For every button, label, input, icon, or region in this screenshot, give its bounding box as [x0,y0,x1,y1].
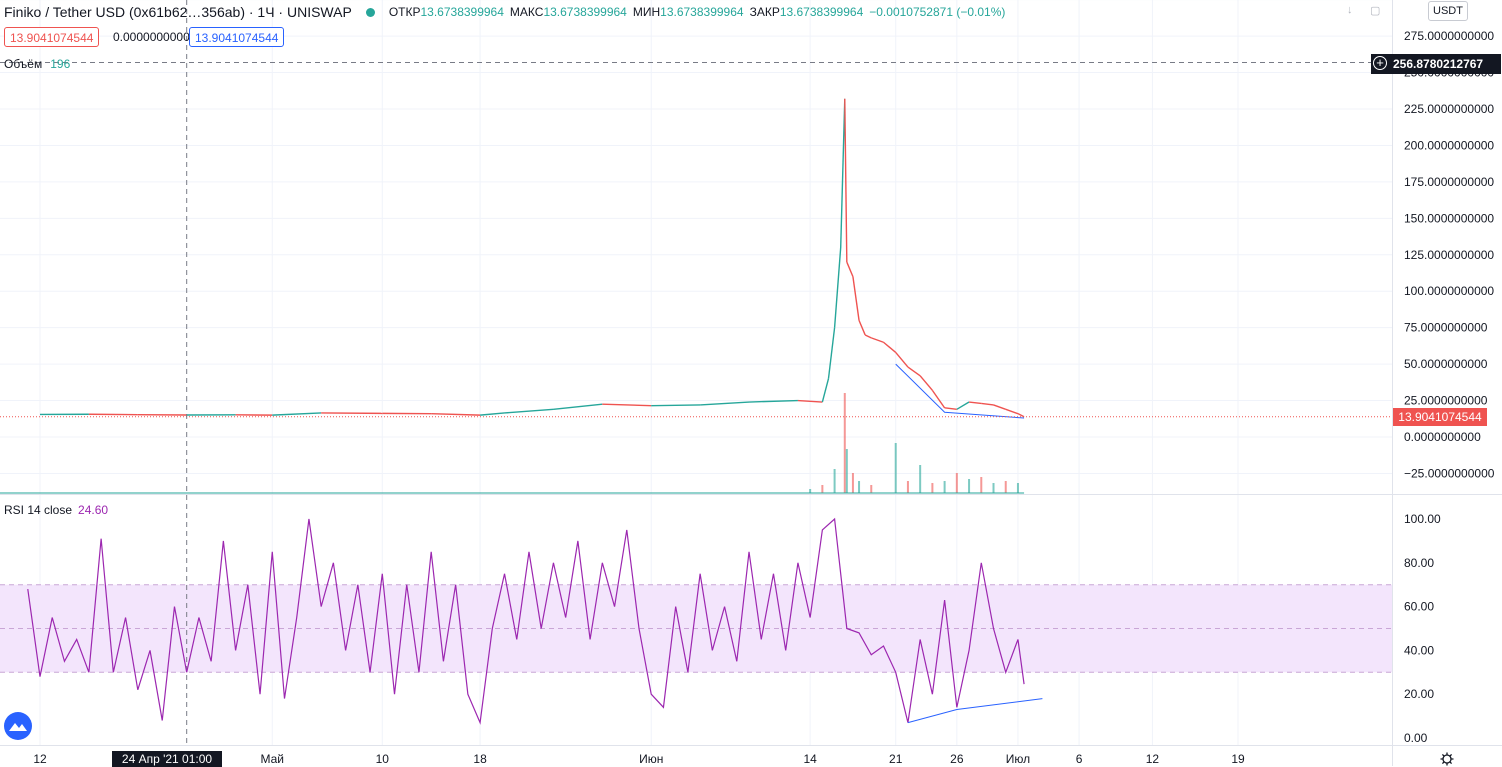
price-axis-tick: 100.0000000000 [1404,284,1494,298]
price-axis-tick: 75.0000000000 [1404,321,1488,335]
rsi-legend[interactable]: RSI 14 close 24.60 [4,503,108,517]
price-axis-tick: 0.0000000000 [1404,430,1481,444]
volume-bar[interactable] [846,449,848,493]
time-axis-tick: 12 [33,752,47,766]
volume-bar[interactable] [870,485,872,493]
time-axis-tick: 12 [1146,752,1160,766]
open-value: 13.6738399964 [420,5,503,19]
volume-bar[interactable] [931,483,933,493]
rsi-axis-tick: 40.00 [1404,643,1434,657]
volume-bar[interactable] [821,485,823,493]
arrow-down-icon[interactable]: ↓ [1347,4,1353,16]
crosshair-price-value: 256.8780212767 [1393,54,1483,74]
price-axis-tick: 175.0000000000 [1404,175,1494,189]
logo-wave-icon [8,718,28,734]
volume-bar[interactable] [980,477,982,493]
rsi-trendline[interactable] [908,699,1042,723]
volume-bar[interactable] [919,465,921,493]
high-value: 13.6738399964 [543,5,626,19]
last-price-label: 13.9041074544 [1393,408,1487,426]
plus-icon[interactable]: + [1373,56,1387,70]
price-axis-tick: 200.0000000000 [1404,138,1494,152]
volume-bar[interactable] [907,481,909,493]
crosshair-time-label: 24 Апр '21 01:00 [112,751,222,767]
volume-bar[interactable] [956,473,958,493]
high-label: МАКС [510,5,544,19]
close-value: 13.6738399964 [780,5,863,19]
symbol-title[interactable]: Finiko / Tether USD (0x61b62…356ab) · 1Ч… [4,4,352,20]
price-axis-tick: 25.0000000000 [1404,394,1488,408]
gear-icon[interactable] [1440,752,1454,766]
price-axis-tick: 125.0000000000 [1404,248,1494,262]
volume-bar[interactable] [834,469,836,493]
time-axis-tick: Май [261,752,285,766]
volume-bar[interactable] [944,481,946,493]
volume-bar[interactable] [852,473,854,493]
rsi-axis-tick: 20.00 [1404,687,1434,701]
rsi-value: 24.60 [78,503,108,517]
volume-bar[interactable] [895,443,897,493]
time-axis-tick: Июн [639,752,663,766]
price-axis-tick: 50.0000000000 [1404,357,1488,371]
change-value: −0.0010752871 (−0.01%) [869,5,1005,19]
rsi-axis-tick: 100.00 [1404,512,1441,526]
rsi-axis-tick: 0.00 [1404,731,1428,745]
spread-value: 0.0000000000 [113,27,190,47]
time-axis-tick: 21 [889,752,903,766]
time-axis-tick: 14 [803,752,817,766]
buy-button[interactable]: 13.9041074544 [189,27,284,47]
volume-bar[interactable] [844,393,846,493]
volume-label: Объём [4,57,42,71]
volume-bar[interactable] [968,479,970,493]
time-axis-tick: 26 [950,752,964,766]
price-axis-tick: 225.0000000000 [1404,102,1494,116]
time-axis-tick: 10 [376,752,390,766]
price-pane[interactable] [0,0,1392,494]
volume-bar[interactable] [993,483,995,493]
price-axis-tick: 150.0000000000 [1404,211,1494,225]
maximize-icon[interactable]: ▢ [1370,4,1380,17]
time-axis-tick: Июл [1006,752,1030,766]
low-value: 13.6738399964 [660,5,743,19]
time-axis-tick: 18 [473,752,487,766]
market-status-icon [366,8,375,17]
crosshair-price-label: + 256.8780212767 [1371,54,1501,74]
volume-bar[interactable] [1005,481,1007,493]
close-label: ЗАКР [750,5,780,19]
price-candle[interactable] [651,405,700,406]
volume-bar[interactable] [1017,483,1019,493]
volume-bar[interactable] [858,481,860,493]
price-axis-tick: −25.0000000000 [1404,466,1495,480]
price-axis-tick: 275.0000000000 [1404,29,1494,43]
low-label: МИН [633,5,660,19]
time-axis-tick: 6 [1076,752,1083,766]
rsi-axis-tick: 80.00 [1404,556,1434,570]
symbol-legend: Finiko / Tether USD (0x61b62…356ab) · 1Ч… [4,2,1005,22]
volume-legend[interactable]: Объём 196 [4,57,70,71]
rsi-label: RSI 14 close [4,503,72,517]
sell-button[interactable]: 13.9041074544 [4,27,99,47]
volume-value: 196 [50,57,70,71]
tradingview-logo[interactable] [4,712,32,740]
time-axis-tick: 19 [1231,752,1245,766]
open-label: ОТКР [389,5,421,19]
rsi-axis-tick: 60.00 [1404,600,1434,614]
currency-button[interactable]: USDT [1428,1,1468,21]
